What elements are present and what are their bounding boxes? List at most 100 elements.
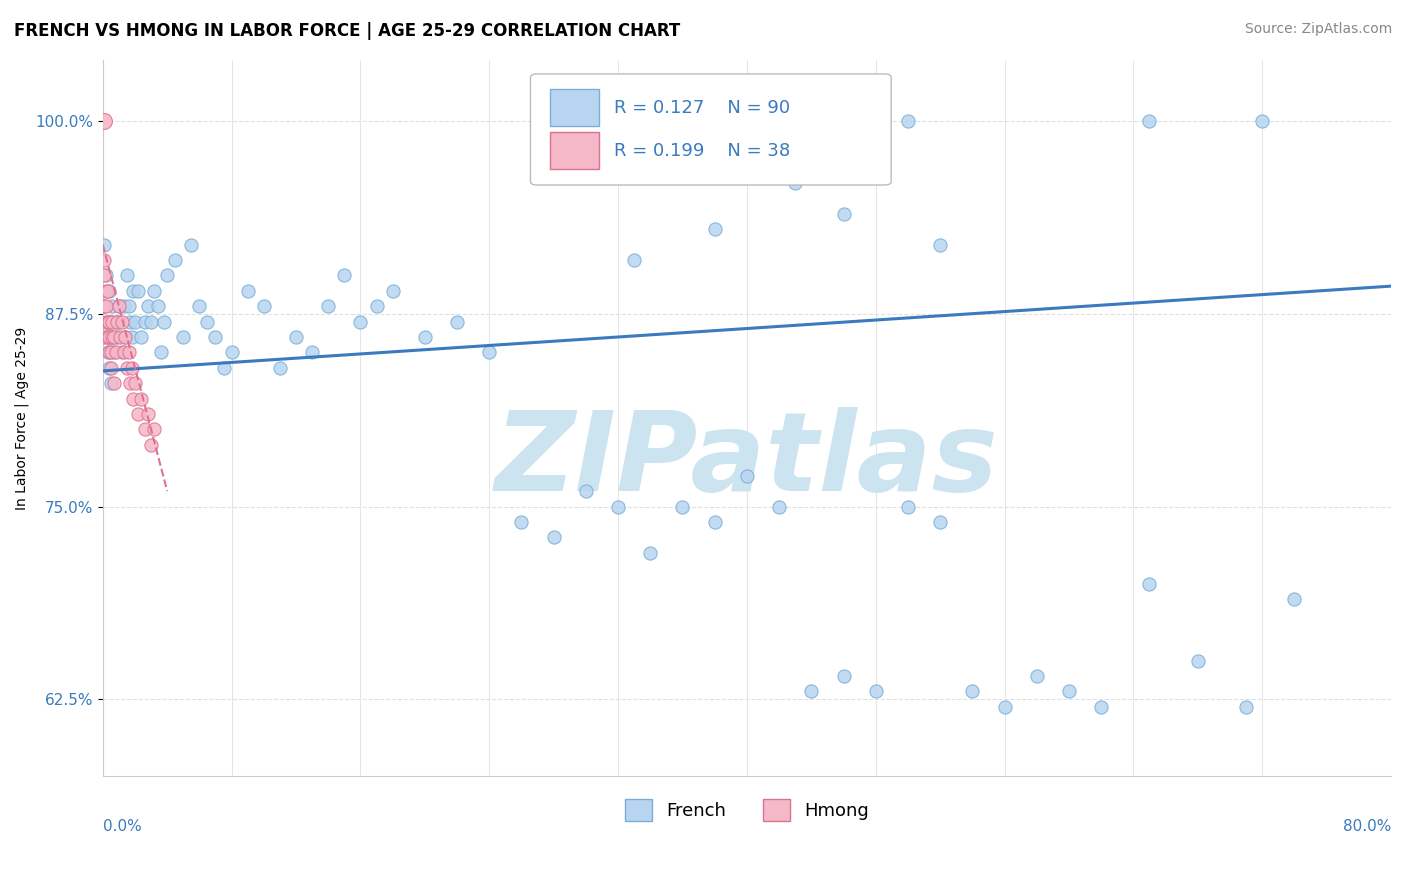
Point [623,252,645,267]
Text: 80.0%: 80.0% [1343,819,1391,834]
Point [117,345,139,359]
FancyBboxPatch shape [550,132,599,169]
Point [785,176,807,190]
Point [1090,699,1112,714]
Point [316,299,339,313]
Point [127,284,149,298]
Text: R = 0.127    N = 90: R = 0.127 N = 90 [614,99,790,117]
Point [929,515,952,529]
Text: R = 0.199    N = 38: R = 0.199 N = 38 [614,142,790,160]
Point [111,315,134,329]
Point [221,345,243,359]
Point [165,252,187,267]
Point [94,284,117,298]
Point [543,530,565,544]
Point [1284,591,1306,606]
Point [768,500,790,514]
Point [110,330,132,344]
Point [139,315,162,329]
Point [103,345,125,359]
Point [212,360,235,375]
Point [94,268,117,283]
Point [121,330,143,344]
Point [105,315,128,329]
Point [100,345,122,359]
Point [149,345,172,359]
Point [100,315,122,329]
Point [1025,669,1047,683]
Point [112,345,135,359]
Point [101,315,124,329]
Point [446,315,468,329]
Y-axis label: In Labor Force | Age 25-29: In Labor Force | Age 25-29 [15,326,30,509]
Point [897,500,920,514]
Point [800,684,823,698]
Point [103,330,125,344]
Point [188,299,211,313]
Point [478,345,501,359]
Point [1187,654,1209,668]
Point [93,114,115,128]
Point [97,345,120,359]
Point [1139,114,1161,128]
Point [98,345,121,359]
Point [349,315,371,329]
Point [97,315,120,329]
Point [93,299,115,313]
Text: 0.0%: 0.0% [103,819,142,834]
Point [172,330,194,344]
Point [104,345,127,359]
Point [117,299,139,313]
Point [136,407,159,421]
Point [93,299,115,313]
Point [97,315,120,329]
FancyBboxPatch shape [530,74,891,185]
Point [703,222,725,236]
Point [108,299,131,313]
Point [97,284,120,298]
Point [962,684,984,698]
Point [993,699,1015,714]
Point [124,315,146,329]
Text: Source: ZipAtlas.com: Source: ZipAtlas.com [1244,22,1392,37]
Point [1251,114,1274,128]
Point [180,237,202,252]
Point [510,515,533,529]
Point [93,268,115,283]
Point [101,330,124,344]
Point [413,330,436,344]
Point [105,330,128,344]
Point [103,376,125,391]
Point [197,315,219,329]
Point [897,114,920,128]
Point [143,284,166,298]
Point [98,315,121,329]
Point [111,345,134,359]
Point [108,315,131,329]
Point [97,330,120,344]
Point [120,376,142,391]
Point [127,407,149,421]
Point [98,284,121,298]
Point [136,299,159,313]
Point [301,345,323,359]
Point [134,315,156,329]
Point [832,207,855,221]
Point [115,268,138,283]
Point [832,669,855,683]
Point [121,360,143,375]
Point [236,284,259,298]
Point [101,299,124,313]
Point [146,299,169,313]
Point [575,484,598,499]
Point [114,330,136,344]
Point [94,299,117,313]
Point [110,299,132,313]
Point [98,330,121,344]
Point [122,392,145,406]
Point [269,360,291,375]
Point [671,500,693,514]
FancyBboxPatch shape [550,89,599,127]
Point [381,284,404,298]
Point [156,268,179,283]
